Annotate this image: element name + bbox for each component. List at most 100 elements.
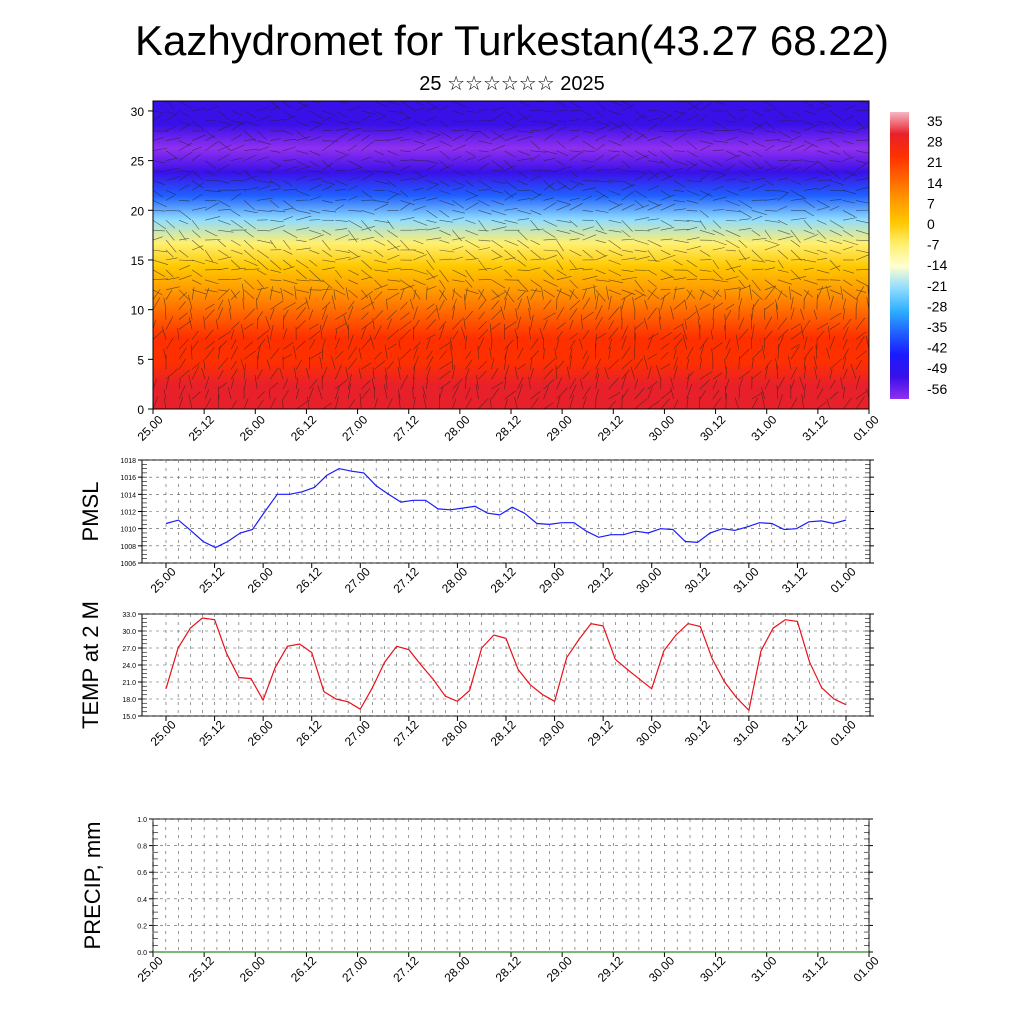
wind-barb xyxy=(217,307,224,320)
wind-barb xyxy=(217,239,226,248)
wind-barb xyxy=(556,229,571,234)
wind-barb xyxy=(243,350,256,360)
wind-barb xyxy=(803,120,814,126)
wind-barb xyxy=(634,155,649,161)
wind-barb xyxy=(556,322,566,330)
wind-barb xyxy=(335,312,348,320)
wind-barb xyxy=(517,158,532,161)
wind-barb xyxy=(580,314,583,330)
wind-barb xyxy=(165,269,174,278)
wind-barb xyxy=(517,269,531,271)
wind-barb xyxy=(764,316,773,330)
wind-barb xyxy=(660,203,676,211)
wind-barb xyxy=(803,229,815,235)
wind-barb xyxy=(361,199,376,201)
wind-barb xyxy=(413,279,426,286)
wind-barb xyxy=(790,198,807,201)
wind-barb xyxy=(489,347,492,360)
wind-barb xyxy=(491,180,506,184)
wind-barb xyxy=(686,346,694,360)
wind-barb xyxy=(725,366,728,380)
wind-barb xyxy=(309,219,321,221)
wind-barb xyxy=(439,290,445,300)
wind-barb xyxy=(205,239,221,241)
wind-barb xyxy=(660,331,673,340)
wind-barb xyxy=(634,269,648,271)
series-line xyxy=(165,467,847,549)
wind-barb xyxy=(242,283,245,300)
wind-barb xyxy=(790,289,802,296)
wind-barb xyxy=(153,229,165,232)
wind-barb xyxy=(826,285,831,300)
wind-barb xyxy=(321,286,329,300)
wind-barb xyxy=(465,269,475,282)
wind-barb xyxy=(242,298,245,310)
wind-barb xyxy=(374,249,384,258)
wind-barb xyxy=(868,160,869,161)
wind-barb xyxy=(658,307,661,320)
wind-barb xyxy=(764,360,772,370)
heatmap-field xyxy=(153,101,869,409)
wind-barb xyxy=(490,323,492,340)
wind-barb xyxy=(751,289,763,301)
wind-barb xyxy=(621,133,633,141)
y-tick-label: 15.0 xyxy=(122,714,136,721)
wind-barb xyxy=(465,350,472,360)
wind-barb xyxy=(643,355,648,370)
wind-barb xyxy=(230,346,239,360)
wind-barb xyxy=(217,299,224,310)
wind-barb xyxy=(556,200,571,205)
wind-barb xyxy=(816,239,827,244)
wind-barb xyxy=(452,101,467,108)
wind-barb xyxy=(751,177,766,181)
wind-barb xyxy=(335,189,346,191)
y-tick-label: 1008 xyxy=(120,544,136,551)
wind-barb xyxy=(712,219,722,229)
wind-barb xyxy=(543,219,558,227)
wind-barb xyxy=(400,320,412,330)
wind-barb xyxy=(413,346,418,360)
wind-barb xyxy=(543,279,558,287)
x-tick-label: 25.12 xyxy=(196,564,227,595)
wind-barb xyxy=(621,276,638,281)
wind-barb xyxy=(621,238,635,241)
wind-barb xyxy=(725,136,739,141)
wind-barb xyxy=(321,338,326,350)
wind-barb xyxy=(647,185,660,191)
colorbar-label: 0 xyxy=(927,216,935,232)
wind-barb xyxy=(517,279,529,292)
wind-barb xyxy=(413,205,427,211)
wind-barb xyxy=(504,164,517,171)
wind-barb xyxy=(400,268,413,271)
wind-barb xyxy=(317,385,323,400)
y-tick-label: 20 xyxy=(131,204,145,218)
wind-barb xyxy=(608,219,622,224)
wind-barb xyxy=(868,368,869,370)
wind-barb xyxy=(670,377,674,390)
wind-barb xyxy=(530,175,542,181)
wind-barb xyxy=(153,110,165,114)
wind-barb xyxy=(829,110,843,121)
wind-barb xyxy=(673,323,684,330)
wind-barb xyxy=(309,136,322,141)
wind-barb xyxy=(595,316,603,330)
wind-barb xyxy=(385,367,388,380)
wind-barb xyxy=(725,200,741,207)
wind-barb xyxy=(321,239,331,251)
wind-barb xyxy=(608,269,622,277)
wind-barb xyxy=(465,190,478,196)
wind-barb xyxy=(764,287,775,300)
wind-barb xyxy=(256,297,258,310)
wind-barb xyxy=(322,180,335,185)
wind-barb xyxy=(556,338,560,350)
wind-barb xyxy=(257,180,273,184)
wind-barb xyxy=(478,337,485,350)
x-tick-label: 30.00 xyxy=(633,717,664,748)
wind-barb xyxy=(230,378,235,390)
y-tick-label: 1018 xyxy=(120,458,136,465)
wind-barb xyxy=(387,120,400,125)
wind-barb xyxy=(387,239,400,251)
wind-barb xyxy=(621,170,634,173)
wind-barb xyxy=(280,287,284,300)
wind-barb xyxy=(413,107,426,112)
